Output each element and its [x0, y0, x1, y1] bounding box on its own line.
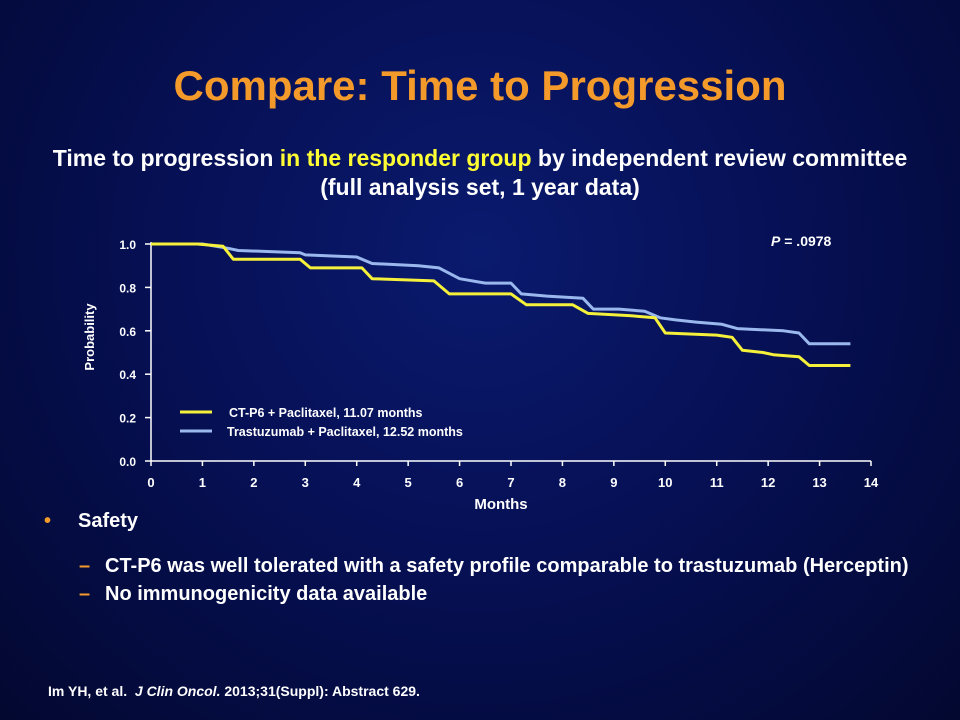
y-tick-label: 1.0: [119, 238, 136, 252]
x-tick-label: 14: [864, 475, 879, 490]
sub-bullet-1: – CT-P6 was well tolerated with a safety…: [44, 552, 924, 580]
x-tick-label: 5: [405, 475, 412, 490]
slide-title: Compare: Time to Progression: [173, 62, 787, 109]
y-tick-label: 0.0: [119, 455, 136, 469]
bullet-list: • Safety – CT-P6 was well tolerated with…: [44, 510, 924, 608]
sub-bullet-2: – No immunogenicity data available: [44, 580, 924, 608]
y-axis-label: Probability: [82, 303, 97, 371]
x-tick-label: 0: [147, 475, 154, 490]
chart-legend: CT-P6 + Paclitaxel, 11.07 months Trastuzu…: [180, 406, 463, 439]
slide-subtitle: Time to progression in the responder gro…: [30, 144, 930, 202]
x-tick-label: 7: [507, 475, 514, 490]
bullet-safety: • Safety: [44, 510, 924, 540]
chart-curves: [151, 242, 851, 367]
x-tick-label: 1: [199, 475, 206, 490]
sub-bullet-dash: –: [79, 555, 91, 577]
x-tick-label: 11: [710, 475, 724, 490]
bullet-dot: •: [44, 510, 52, 532]
x-tick-label: 13: [812, 475, 826, 490]
bullet-safety-label: Safety: [78, 510, 139, 532]
y-tick-label: 0.2: [119, 412, 136, 426]
x-tick-label: 10: [658, 475, 672, 490]
x-tick-label: 12: [761, 475, 775, 490]
subtitle-highlight: in the responder group: [279, 145, 532, 171]
ttp-chart: 0.00.20.40.60.81.00 1 2 3 4 5 6 7 8 9 10 11 12 13 14 C…: [82, 233, 879, 513]
legend-label: Trastuzumab + Paclitaxel, 12.52 months: [227, 425, 463, 439]
sub-bullet-2-text: No immunogenicity data available: [105, 583, 428, 605]
y-tick-label: 0.8: [119, 281, 136, 295]
x-tick-label: 3: [302, 475, 309, 490]
reference: Im YH, et al. J Clin Oncol. 2013;31(Supp…: [48, 683, 420, 699]
reference-details: 2013;31(Suppl): Abstract 629.: [220, 683, 420, 699]
series-line-ct-p6: [151, 242, 851, 367]
subtitle-text-1: Time to progression: [52, 145, 280, 171]
subtitle-text-2: by independent review committee (full an…: [320, 145, 908, 200]
x-axis-label: Months: [474, 496, 527, 513]
sub-bullet-dash: –: [79, 583, 91, 605]
sub-bullet-1-text: CT-P6 was well tolerated with a safety p…: [105, 555, 909, 577]
y-tick-label: 0.4: [119, 368, 136, 382]
y-tick-label: 0.6: [119, 325, 136, 339]
reference-authors: Im YH, et al.: [48, 683, 128, 699]
x-tick-label: 4: [353, 475, 361, 490]
x-tick-label: 9: [610, 475, 617, 490]
x-tick-label: 2: [250, 475, 257, 490]
x-tick-label: 8: [559, 475, 566, 490]
reference-journal: J Clin Oncol.: [134, 683, 221, 699]
legend-label: CT-P6 + Paclitaxel, 11.07 months: [229, 406, 423, 420]
p-value: = .0978: [780, 233, 831, 249]
p-value-annotation: P = .0978: [771, 233, 832, 249]
series-line-trastuzumab: [151, 242, 851, 346]
p-value-label: P: [771, 233, 781, 249]
chart-ticks: 0.00.20.40.60.81.00 1 2 3 4 5 6 7 8 9 10 11 12 13 14: [119, 238, 879, 490]
x-tick-label: 6: [456, 475, 463, 490]
